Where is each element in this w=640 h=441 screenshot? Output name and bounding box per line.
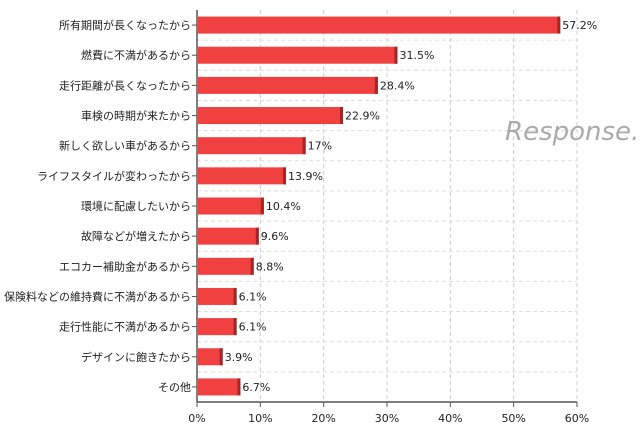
data-label: 17% [308,140,332,153]
bar [198,46,398,64]
category-label: デザインに飽きたから [81,350,191,364]
category-label: 所有期間が長くなったから [59,18,191,32]
data-label: 8.8% [256,260,284,273]
category-label: 燃費に不満があるから [81,48,191,62]
bar [198,197,264,215]
bar [198,378,241,396]
category-label: 走行距離が長くなったから [59,78,191,92]
bar-edge [340,107,344,125]
data-label: 6.1% [239,321,267,334]
bar-edge [255,227,259,245]
category-label: 新しく欲しい車があるから [59,139,191,153]
bar [198,107,344,125]
bar [198,287,237,305]
x-tick-label: 60% [565,412,589,425]
data-label: 10.4% [266,200,301,213]
bar-edge [283,167,287,185]
data-label: 6.1% [239,290,267,303]
data-label: 3.9% [225,351,253,364]
category-label: 保険料などの維持費に不満があるから [4,289,191,303]
x-tick-label: 20% [311,412,335,425]
data-label: 57.2% [562,19,597,32]
x-tick-label: 50% [501,412,525,425]
bar-edge [374,76,378,94]
bar [198,257,254,275]
category-label: 車検の時期が来たから [81,109,191,123]
bar-edge [233,318,237,336]
data-label: 22.9% [345,110,380,123]
bar-edge [233,287,237,305]
category-label: 環境に配慮したいから [81,199,191,213]
category-label: 故障などが増えたから [81,229,191,243]
bar-edge [260,197,264,215]
category-label: ライフスタイルが変わったから [37,169,191,183]
category-label: 走行性能に不満があるから [59,320,191,334]
bar-edge [219,348,223,366]
bar [198,167,287,185]
x-tick-label: 30% [375,412,399,425]
data-label: 6.7% [242,381,270,394]
category-label: エコカー補助金があるから [59,259,191,273]
data-label: 9.6% [261,230,289,243]
bar [198,137,306,155]
bar-edge [557,16,561,34]
bar [198,227,259,245]
data-label: 31.5% [400,49,435,62]
bar-edge [394,46,398,64]
bar-edge [237,378,241,396]
bar [198,348,223,366]
x-tick-label: 0% [188,412,205,425]
bar [198,16,561,34]
x-tick-label: 10% [248,412,272,425]
bar [198,76,378,94]
category-label: その他 [158,381,191,394]
data-label: 28.4% [380,79,415,92]
bar [198,318,237,336]
watermark-logo: Response. [505,117,639,147]
bar-edge [302,137,306,155]
data-label: 13.9% [288,170,323,183]
x-tick-label: 40% [438,412,462,425]
bar-edge [250,257,254,275]
